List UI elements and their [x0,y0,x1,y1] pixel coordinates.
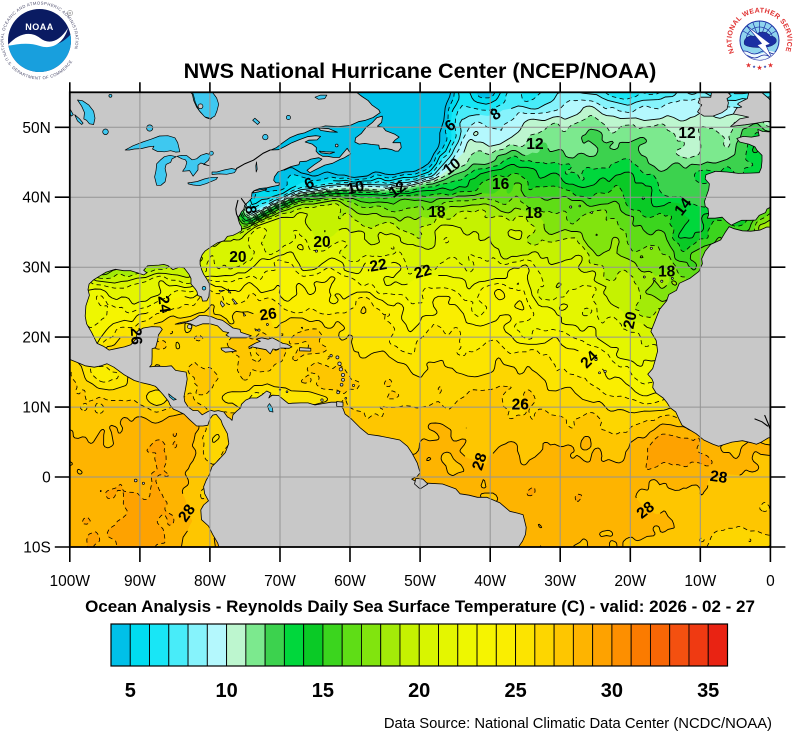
svg-text:12: 12 [526,136,543,153]
svg-text:20N: 20N [22,330,50,347]
svg-text:R: R [69,11,72,16]
svg-text:15: 15 [312,680,334,702]
svg-text:★: ★ [767,62,773,70]
svg-text:20: 20 [313,234,330,251]
svg-text:NWS National Hurricane Center: NWS National Hurricane Center (NCEP/NOAA… [184,58,657,83]
svg-text:12: 12 [678,125,695,142]
svg-text:5: 5 [125,680,136,702]
svg-text:10: 10 [215,680,237,702]
svg-text:30W: 30W [544,573,576,590]
svg-text:50W: 50W [404,573,436,590]
svg-text:20: 20 [620,310,640,330]
svg-text:10N: 10N [22,400,50,417]
svg-text:25: 25 [504,680,526,702]
svg-text:10: 10 [345,178,365,198]
svg-text:0: 0 [42,470,51,487]
svg-text:28: 28 [709,468,729,487]
svg-text:26: 26 [127,327,145,345]
svg-text:12: 12 [386,178,410,202]
svg-text:★: ★ [745,62,751,70]
svg-text:30N: 30N [22,260,50,277]
svg-text:0: 0 [766,573,775,590]
svg-text:18: 18 [525,205,543,222]
svg-text:28: 28 [469,451,491,473]
svg-text:16: 16 [492,176,510,193]
svg-text:10S: 10S [23,540,51,557]
svg-text:★: ★ [756,64,762,72]
svg-text:22: 22 [412,262,433,283]
svg-text:90W: 90W [124,573,156,590]
svg-text:30: 30 [601,680,623,702]
svg-text:20: 20 [408,680,430,702]
svg-text:Data Source: National Climatic: Data Source: National Climatic Data Cent… [384,716,772,732]
svg-text:80W: 80W [194,573,226,590]
svg-text:NOAA: NOAA [25,22,54,32]
svg-text:40W: 40W [474,573,506,590]
svg-text:35: 35 [697,680,719,702]
svg-text:10W: 10W [684,573,716,590]
svg-text:26: 26 [258,305,278,324]
svg-text:★: ★ [763,64,767,69]
svg-text:Ocean Analysis - Reynolds Dail: Ocean Analysis - Reynolds Daily Sea Surf… [85,597,755,616]
svg-text:50N: 50N [22,120,50,137]
svg-text:26: 26 [512,397,530,414]
svg-text:18: 18 [428,204,446,221]
svg-text:24: 24 [154,295,173,315]
svg-text:60W: 60W [334,573,366,590]
svg-text:20W: 20W [614,573,646,590]
svg-text:70W: 70W [264,573,296,590]
svg-text:20: 20 [229,249,246,266]
svg-text:22: 22 [368,256,388,276]
svg-text:8: 8 [241,205,259,215]
svg-text:★: ★ [752,64,756,69]
svg-text:100W: 100W [50,573,91,590]
svg-text:18: 18 [658,264,676,281]
svg-text:40N: 40N [22,190,50,207]
